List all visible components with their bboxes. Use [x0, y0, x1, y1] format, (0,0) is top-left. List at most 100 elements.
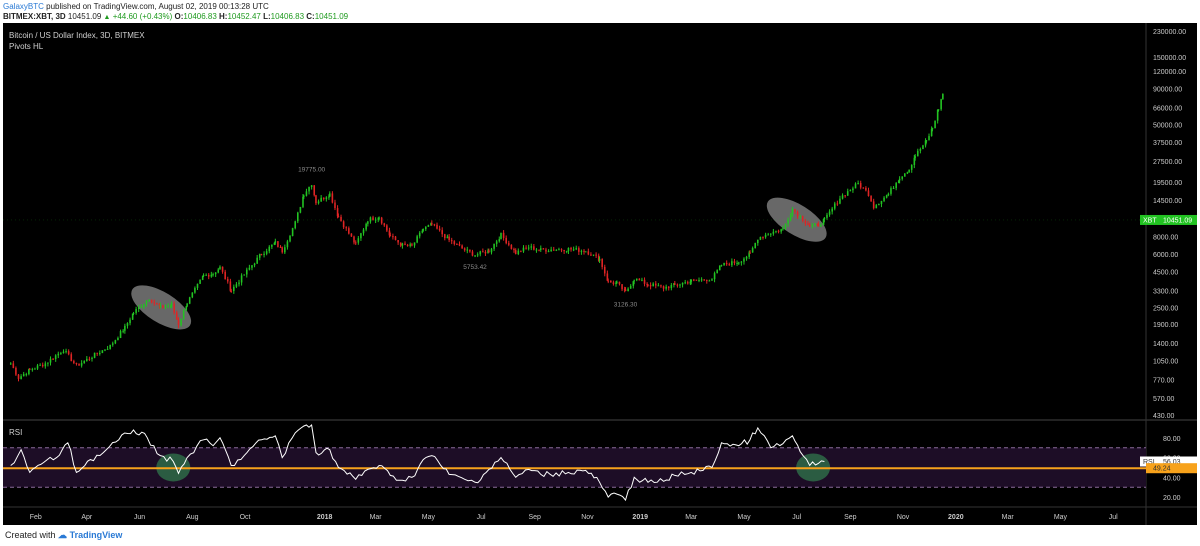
candle-body	[629, 285, 632, 289]
up-arrow-icon: ▲	[103, 14, 111, 21]
candle-body	[443, 234, 446, 239]
candle-body	[75, 362, 78, 364]
candle-body	[235, 284, 238, 287]
candle-body	[482, 251, 484, 253]
candle-body	[527, 247, 530, 249]
candle-body	[36, 365, 39, 369]
candle-body	[621, 284, 623, 290]
candle-body	[132, 312, 135, 314]
author-link[interactable]: GalaxyBTC	[3, 2, 44, 11]
tradingview-logo[interactable]: ☁ TradingView	[58, 530, 123, 540]
candle-body	[828, 211, 831, 215]
candle-body	[251, 265, 253, 268]
candle-body	[865, 187, 867, 191]
candle-body	[799, 216, 801, 218]
candle-body	[150, 300, 153, 303]
candle-body	[463, 248, 466, 251]
candle-body	[545, 249, 547, 252]
price-tick-label: 1400.00	[1153, 341, 1178, 348]
candle-body	[849, 190, 852, 192]
candle-body	[345, 227, 348, 229]
candle-body	[936, 109, 939, 121]
candle-body	[162, 305, 164, 308]
candle-body	[205, 274, 207, 276]
candle-body	[820, 225, 822, 227]
rsi-title: RSI	[9, 428, 22, 437]
candle-body	[248, 267, 251, 270]
candle-body	[867, 190, 870, 197]
candle-body	[500, 232, 502, 240]
candle-body	[587, 251, 590, 255]
candle-body	[689, 281, 692, 284]
candle-body	[925, 140, 928, 142]
candle-body	[17, 374, 20, 379]
time-tick-label: May	[422, 514, 436, 521]
rsi-tag-label: RSI	[1143, 459, 1155, 466]
candle-body	[167, 305, 169, 307]
candle-body	[253, 263, 256, 266]
candle-body	[111, 343, 114, 345]
candle-body	[584, 251, 587, 253]
rsi-tick-label: 80.00	[1163, 436, 1181, 443]
candle-body	[334, 202, 336, 209]
candle-body	[875, 205, 878, 209]
candle-body	[422, 229, 424, 231]
time-tick-label: 2018	[317, 514, 333, 521]
created-with-label: Created with	[5, 530, 56, 540]
price-tick-label: 1900.00	[1153, 322, 1178, 329]
candle-body	[44, 363, 47, 367]
candle-body	[93, 352, 96, 358]
candle-body	[104, 349, 106, 351]
candle-body	[31, 369, 34, 371]
candle-body	[377, 218, 380, 220]
candle-body	[940, 99, 942, 110]
candle-body	[649, 285, 652, 287]
candle-body	[794, 209, 796, 212]
candle-body	[789, 214, 792, 220]
candle-body	[238, 282, 240, 285]
candle-body	[684, 282, 686, 284]
candle-body	[28, 368, 31, 370]
candle-body	[808, 225, 811, 227]
candle-body	[12, 363, 15, 368]
candle-body	[284, 247, 286, 253]
candle-body	[289, 236, 291, 242]
candle-body	[474, 255, 476, 257]
candle-body	[590, 254, 592, 256]
candle-body	[857, 183, 859, 185]
candle-body	[135, 309, 137, 313]
candle-body	[406, 244, 409, 246]
rsi-ma-tag: 49.24	[1146, 463, 1197, 474]
candle-body	[906, 172, 909, 174]
price-tick-label: 19500.00	[1153, 180, 1182, 187]
candle-body	[182, 310, 185, 319]
candle-body	[601, 259, 603, 267]
candle-body	[357, 238, 360, 243]
time-tick-label: Apr	[81, 514, 93, 521]
candle-body	[416, 236, 418, 243]
candle-body	[513, 248, 515, 251]
candle-body	[177, 319, 180, 326]
candle-body	[552, 249, 555, 251]
candle-body	[67, 351, 70, 355]
candle-body	[901, 176, 904, 179]
candle-body	[25, 374, 28, 376]
candle-body	[466, 249, 469, 251]
candle-body	[530, 246, 533, 248]
candle-body	[281, 247, 284, 253]
candle-body	[535, 249, 538, 251]
last-value: 10451.09	[67, 12, 102, 21]
chart-area[interactable]: 19775.00 5753.42 3126.30 230000.00 150000.0…	[3, 23, 1197, 525]
candle-body	[495, 241, 498, 244]
candle-body	[787, 219, 789, 224]
publish-info: GalaxyBTC published on TradingView.com, …	[3, 2, 269, 11]
candle-body	[299, 206, 302, 213]
candle-body	[713, 273, 716, 280]
candle-body	[399, 242, 402, 246]
candle-body	[279, 246, 282, 248]
close-value: 10451.09	[314, 12, 349, 21]
pivot-label: 19775.00	[298, 166, 325, 173]
candle-body	[221, 266, 224, 272]
price-tick-label: 4500.00	[1153, 269, 1178, 276]
candle-body	[322, 197, 325, 200]
